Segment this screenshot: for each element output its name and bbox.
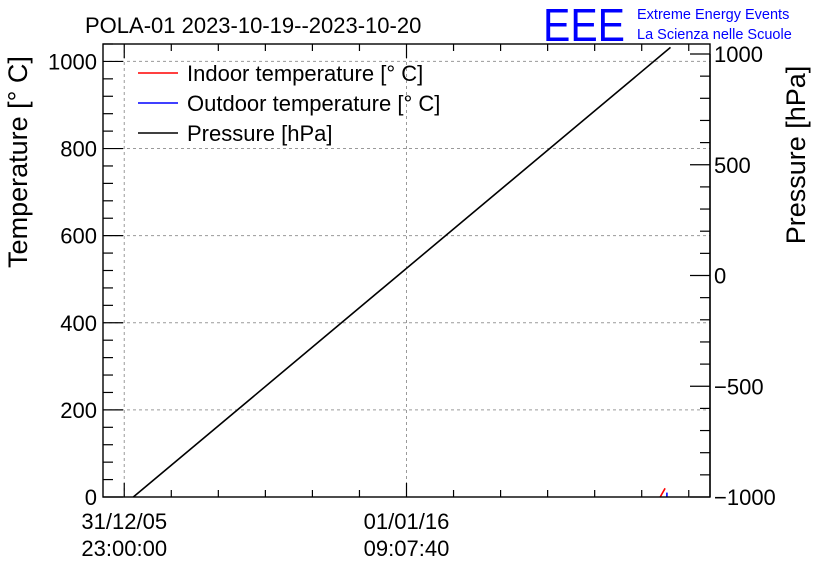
y-tick-label: 400 bbox=[60, 311, 97, 336]
logo-line2: La Scienza nelle Scuole bbox=[637, 27, 792, 43]
y-tick-label: 600 bbox=[60, 224, 97, 249]
eee-logo: EEE Extreme Energy Events La Scienza nel… bbox=[543, 0, 792, 51]
y-tick-label: 0 bbox=[85, 485, 97, 510]
x-tick-label: 31/12/05 bbox=[81, 509, 167, 534]
x-tick-label: 09:07:40 bbox=[364, 536, 450, 561]
y2-axis-label: Pressure [hPa] bbox=[781, 66, 811, 245]
y-axis-label: Temperature [° C] bbox=[3, 56, 33, 268]
x-tick-label: 01/01/16 bbox=[364, 509, 450, 534]
legend-label: Outdoor temperature [° C] bbox=[187, 91, 440, 116]
y-tick-label: 200 bbox=[60, 398, 97, 423]
y2-tick-label: −500 bbox=[714, 374, 764, 399]
y2-tick-label: 0 bbox=[714, 264, 726, 289]
series-line bbox=[659, 487, 666, 498]
series-layer bbox=[132, 46, 672, 498]
logo-line1: Extreme Energy Events bbox=[637, 7, 789, 23]
chart-title: POLA-01 2023-10-19--2023-10-20 bbox=[85, 13, 421, 38]
axes-layer: 0 200 400 600 800 1000 −1000 −500 0 500 1000 31/12/… bbox=[48, 42, 776, 561]
legend-label: Indoor temperature [° C] bbox=[187, 61, 423, 86]
legend: Indoor temperature [° C] Outdoor temperat… bbox=[138, 61, 440, 146]
y-tick-label: 800 bbox=[60, 137, 97, 162]
logo-text: EEE bbox=[543, 0, 625, 51]
y2-tick-label: −1000 bbox=[714, 485, 776, 510]
x-tick-label: 23:00:00 bbox=[81, 536, 167, 561]
series-line bbox=[132, 46, 672, 498]
y2-tick-label: 1000 bbox=[714, 42, 763, 67]
y2-tick-label: 500 bbox=[714, 153, 751, 178]
y-tick-label: 1000 bbox=[48, 49, 97, 74]
legend-label: Pressure [hPa] bbox=[187, 121, 333, 146]
